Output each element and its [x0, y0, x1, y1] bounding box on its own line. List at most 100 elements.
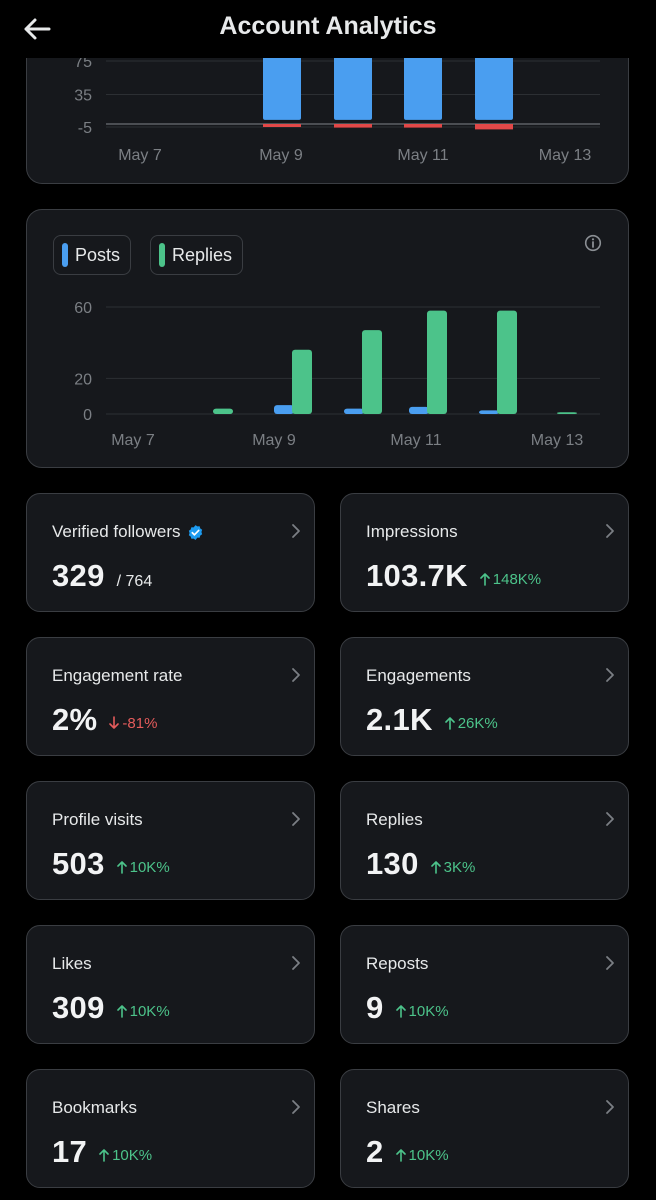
x-tick-label: May 7	[111, 432, 155, 449]
bar-replies	[497, 310, 517, 414]
x-tick-label: May 9	[259, 147, 303, 164]
activity-bar-chart: 75 35 -5 May 7 May 9 May 11 May 13	[74, 51, 600, 164]
legend-replies-swatch	[159, 243, 165, 267]
x-tick-label: May 9	[252, 432, 296, 449]
stat-card-bookmarks[interactable]: Bookmarks 17 10K%	[26, 1069, 315, 1188]
stat-value-row: 309 10K%	[52, 990, 170, 1026]
arrow-up-icon	[116, 861, 127, 874]
legend-posts[interactable]: Posts	[53, 235, 132, 275]
stat-value-row: 9 10K%	[366, 990, 449, 1026]
legend-posts-swatch	[62, 243, 68, 267]
stat-value-row: 503 10K%	[52, 846, 170, 882]
stat-card-reposts[interactable]: Reposts 9 10K%	[340, 925, 629, 1044]
bar-negative	[334, 124, 372, 128]
bar-replies	[292, 349, 312, 414]
stat-label: Engagements	[366, 666, 471, 686]
stat-value: 329	[52, 558, 105, 593]
back-button[interactable]	[20, 12, 54, 46]
stat-label: Likes	[52, 954, 92, 974]
chevron-right-icon	[606, 668, 614, 682]
posts-replies-chart-card: Posts Replies 60 20 0 May 7 May 9 May 11 May 1…	[26, 209, 629, 468]
bar-negative	[263, 124, 301, 127]
stat-value-row: 329 / 764	[52, 558, 152, 594]
stat-change-text: 10K%	[408, 1146, 449, 1164]
x-tick-label: May 13	[531, 432, 584, 449]
app-header: Account Analytics	[0, 0, 656, 58]
chevron-right-icon	[292, 1100, 300, 1114]
posts-replies-bar-chart: 60 20 0 May 7 May 9 May 11 May 13	[74, 300, 600, 449]
stat-value: 130	[366, 846, 419, 881]
bar-positive	[404, 51, 442, 120]
legend-posts-label: Posts	[75, 244, 121, 265]
stat-change-text: 148K%	[492, 570, 542, 588]
stat-change-text: 26K%	[457, 714, 498, 732]
stat-change: 10K%	[99, 1147, 152, 1164]
stat-change-text: -81%	[122, 714, 158, 732]
stat-card-impressions[interactable]: Impressions 103.7K 148K%	[340, 493, 629, 612]
y-tick-label: 60	[74, 300, 92, 317]
stat-card-verified-followers[interactable]: Verified followers 329 / 764	[26, 493, 315, 612]
stat-change: 10K%	[116, 859, 170, 876]
stat-value: 2.1K	[366, 702, 433, 737]
bar-positive	[263, 51, 301, 120]
stat-card-engagement-rate[interactable]: Engagement rate 2% -81%	[26, 637, 315, 756]
stat-change-text: 3K%	[443, 858, 476, 876]
activity-chart-card: 75 35 -5 May 7 May 9 May 11 May 13	[26, 36, 629, 184]
bar-replies	[213, 408, 233, 414]
chevron-right-icon	[292, 668, 300, 682]
stat-value: 103.7K	[366, 558, 468, 593]
chevron-right-icon	[606, 812, 614, 826]
bar-replies	[362, 330, 382, 414]
stat-label-text: Profile visits	[52, 810, 143, 829]
bar-negative	[475, 124, 513, 130]
bar-positive	[475, 55, 513, 120]
chevron-right-icon	[292, 956, 300, 970]
stat-label: Shares	[366, 1098, 420, 1118]
stat-card-shares[interactable]: Shares 2 10K%	[340, 1069, 629, 1188]
bar-posts	[274, 405, 294, 414]
stat-change: -81%	[109, 715, 157, 732]
legend-replies[interactable]: Replies	[150, 235, 244, 275]
arrow-up-icon	[479, 573, 490, 586]
stat-value-row: 130 3K%	[366, 846, 475, 882]
stat-value: 9	[366, 990, 384, 1025]
bar-posts	[479, 410, 499, 414]
chevron-right-icon	[606, 524, 614, 538]
bar-negative	[404, 124, 442, 128]
bar-replies	[557, 412, 577, 414]
stat-change: 10K%	[395, 1003, 449, 1020]
stat-value: 2%	[52, 702, 98, 737]
stat-change: 148K%	[479, 570, 542, 588]
stat-value: 2	[366, 1134, 384, 1169]
bar-positive	[334, 51, 372, 120]
arrow-down-icon	[109, 716, 120, 729]
bar-posts	[409, 406, 429, 414]
legend-replies-label: Replies	[172, 244, 233, 265]
x-tick-label: May 7	[118, 147, 162, 164]
stat-label: Replies	[366, 810, 423, 830]
stat-label-text: Likes	[52, 954, 92, 973]
stat-card-engagements[interactable]: Engagements 2.1K 26K%	[340, 637, 629, 756]
stat-total: / 764	[116, 573, 153, 590]
stat-label-text: Impressions	[366, 522, 458, 541]
arrow-up-icon	[444, 717, 455, 730]
x-tick-label: May 13	[539, 147, 592, 164]
stat-change: 26K%	[444, 714, 498, 732]
stat-value-row: 2% -81%	[52, 702, 157, 738]
stat-label: Bookmarks	[52, 1098, 137, 1118]
stat-card-profile-visits[interactable]: Profile visits 503 10K%	[26, 781, 315, 900]
bar-posts	[344, 408, 364, 414]
stat-value-row: 2.1K 26K%	[366, 702, 498, 738]
info-icon[interactable]	[584, 234, 602, 252]
stat-card-likes[interactable]: Likes 309 10K%	[26, 925, 315, 1044]
stat-change-text: 10K%	[112, 1146, 153, 1164]
stat-change-text: 10K%	[129, 1002, 170, 1020]
stat-value-row: 103.7K 148K%	[366, 558, 541, 594]
verified-badge-icon	[188, 524, 202, 540]
stat-label-text: Bookmarks	[52, 1098, 138, 1117]
stat-card-replies[interactable]: Replies 130 3K%	[340, 781, 629, 900]
arrow-up-icon	[395, 1149, 406, 1162]
stat-value: 17	[52, 1134, 88, 1169]
stat-value-row: 17 10K%	[52, 1134, 152, 1170]
arrow-up-icon	[430, 861, 441, 874]
